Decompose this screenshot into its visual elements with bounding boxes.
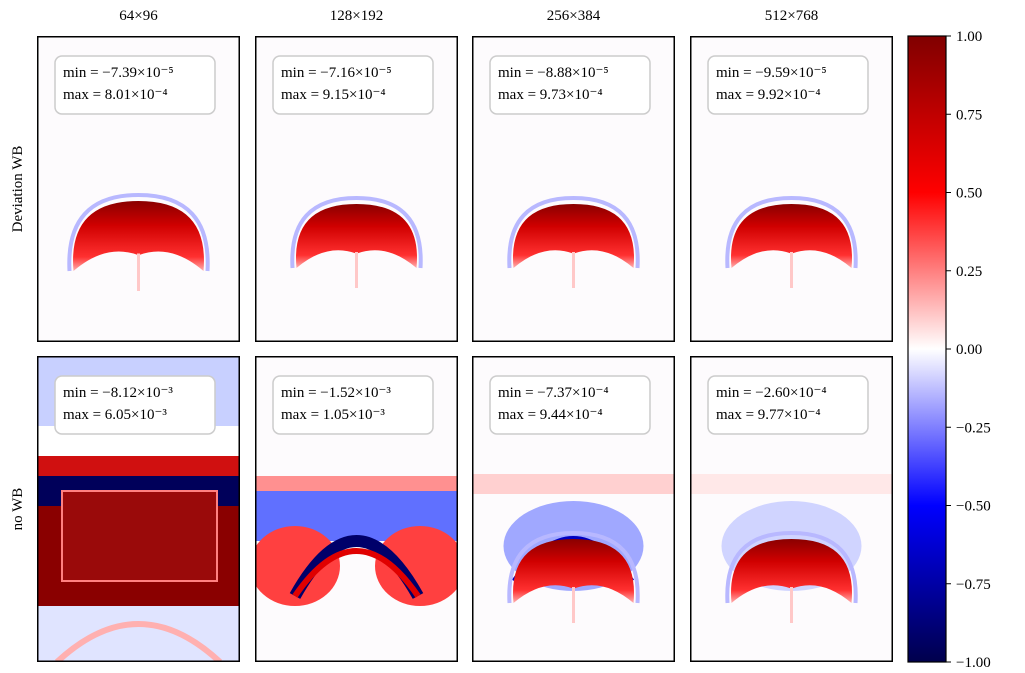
field-cap — [731, 204, 852, 268]
column-title: 64×96 — [119, 8, 158, 24]
colorbar-tick-label: −0.25 — [956, 420, 991, 436]
field-cap — [513, 204, 634, 268]
panel: min = −7.37×10⁻⁴ max = 9.44×10⁻⁴ — [472, 356, 675, 662]
panel-frame — [255, 356, 458, 662]
field-cap — [73, 201, 204, 271]
panel-frame — [37, 36, 240, 342]
field — [61, 490, 218, 582]
annotation-min: min = −7.16×10⁻⁵ — [281, 65, 392, 81]
annotation-max: max = 6.05×10⁻³ — [63, 407, 167, 423]
panel: min = −2.60×10⁻⁴ max = 9.77×10⁻⁴ — [690, 356, 893, 662]
field — [292, 548, 421, 598]
panel: min = −8.12×10⁻³ max = 6.05×10⁻³ — [37, 356, 240, 662]
field-halo — [725, 530, 858, 604]
annotation-box — [489, 375, 651, 435]
annotation-min: min = −9.59×10⁻⁵ — [716, 65, 827, 81]
panel: min = −9.59×10⁻⁵ max = 9.92×10⁻⁴ — [690, 36, 893, 342]
field-halo — [290, 195, 423, 269]
field — [255, 526, 340, 606]
field — [375, 526, 458, 606]
field — [37, 456, 240, 476]
annotation-max: max = 1.05×10⁻³ — [281, 407, 385, 423]
annotation-box — [272, 55, 434, 115]
colorbar-tick-label: 1.00 — [956, 29, 982, 45]
panel: min = −1.52×10⁻³ max = 1.05×10⁻³ — [255, 356, 458, 662]
panel: min = −8.88×10⁻⁵ max = 9.73×10⁻⁴ — [472, 36, 675, 342]
panel: min = −7.16×10⁻⁵ max = 9.15×10⁻⁴ — [255, 36, 458, 342]
annotation-box — [707, 375, 869, 435]
colorbar-tick-label: 0.00 — [956, 342, 982, 358]
panel-frame — [690, 356, 893, 662]
panel-frame — [690, 36, 893, 342]
annotation-min: min = −8.12×10⁻³ — [63, 385, 173, 401]
annotation-max: max = 9.15×10⁻⁴ — [281, 87, 386, 103]
annotation-max: max = 9.92×10⁻⁴ — [716, 87, 821, 103]
field-cap — [296, 204, 417, 268]
colorbar-tick-label: −0.75 — [956, 577, 991, 593]
annotation-box — [54, 55, 216, 115]
annotation-min: min = −2.60×10⁻⁴ — [716, 385, 827, 401]
annotation-min: min = −7.37×10⁻⁴ — [498, 385, 609, 401]
annotation-box — [707, 55, 869, 115]
field-halo — [507, 195, 640, 269]
panel-frame — [472, 36, 675, 342]
annotation-box — [272, 375, 434, 435]
field-cap — [513, 539, 634, 603]
row-label: Deviation WB — [10, 146, 26, 233]
panel-frame — [472, 356, 675, 662]
field-halo — [725, 195, 858, 269]
colorbar-tick-label: 0.50 — [956, 186, 982, 202]
field — [255, 476, 458, 491]
field — [54, 621, 223, 662]
panel-frame — [37, 356, 240, 662]
annotation-max: max = 8.01×10⁻⁴ — [63, 87, 168, 103]
column-title: 128×192 — [330, 8, 383, 24]
colorbar-tick-label: 0.25 — [956, 264, 982, 280]
colorbar-tick-label: 0.75 — [956, 107, 982, 123]
annotation-box — [489, 55, 651, 115]
colorbar — [907, 35, 947, 663]
field-halo — [67, 192, 210, 272]
annotation-min: min = −7.39×10⁻⁵ — [63, 65, 174, 81]
panel-frame — [255, 36, 458, 342]
panel: min = −7.39×10⁻⁵ max = 8.01×10⁻⁴ — [37, 36, 240, 342]
column-title: 512×768 — [765, 8, 818, 24]
column-title: 256×384 — [547, 8, 601, 24]
colorbar-tick-label: −0.50 — [956, 499, 991, 515]
annotation-max: max = 9.73×10⁻⁴ — [498, 87, 603, 103]
annotation-min: min = −8.88×10⁻⁵ — [498, 65, 609, 81]
field-halo — [507, 530, 640, 604]
annotation-max: max = 9.44×10⁻⁴ — [498, 407, 603, 423]
annotation-min: min = −1.52×10⁻³ — [281, 385, 391, 401]
annotation-box — [54, 375, 216, 435]
annotation-max: max = 9.77×10⁻⁴ — [716, 407, 821, 423]
field — [690, 474, 893, 494]
field — [472, 474, 675, 494]
field-cap — [731, 539, 852, 603]
row-label: no WB — [10, 488, 26, 531]
colorbar-tick-label: −1.00 — [956, 655, 991, 671]
